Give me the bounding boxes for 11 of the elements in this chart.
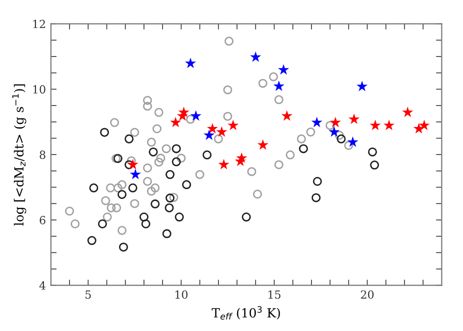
x-tick-label: 20: [360, 290, 374, 299]
y-tick-label: 8: [40, 150, 46, 159]
y-tick-label: 4: [39, 281, 46, 290]
y-axis-title: log [<dM$_{z}$/dt> (g s$^{−1}$)]: [12, 84, 26, 226]
y-tick-label: 12: [33, 20, 45, 28]
x-tick-label: 5: [86, 290, 91, 299]
x-axis-title: T$_{eff}$ (10$^{3}$ K): [212, 306, 280, 320]
y-tick-label: 6: [40, 216, 46, 224]
x-tick-label: 10: [175, 290, 188, 299]
y-tick-label: 10: [33, 85, 46, 94]
x-tick-label: 15: [268, 290, 280, 299]
